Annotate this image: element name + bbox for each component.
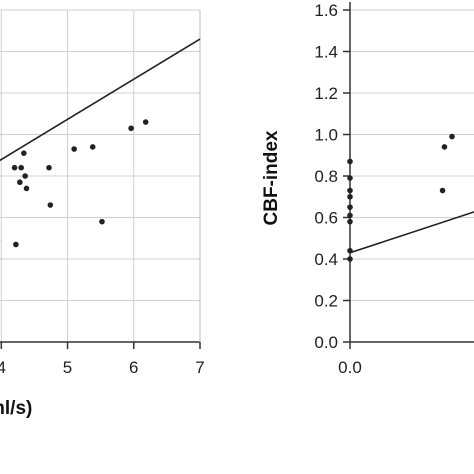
right-y-tick-label: 0.0: [314, 333, 338, 352]
left-data-points: [0, 119, 149, 260]
right-data-point: [347, 212, 353, 219]
left-data-point: [21, 150, 27, 156]
right-data-point: [347, 204, 353, 210]
right-data-point: [449, 133, 455, 140]
right-data-point: [347, 158, 353, 165]
right-y-tick-label: 0.6: [314, 209, 338, 228]
left-x-axis-title: ml/s): [0, 398, 32, 419]
left-scatter-plot: 4 5 6 7 ml/s): [0, 9, 205, 419]
left-x-tick-label: 7: [195, 358, 204, 377]
right-y-tick-label: 1.2: [314, 84, 338, 103]
left-data-point: [47, 202, 54, 208]
right-y-tick-label: 0.8: [314, 167, 338, 186]
right-data-point: [347, 187, 353, 194]
left-data-point: [23, 185, 30, 192]
right-grid: [349, 9, 474, 343]
left-data-point: [11, 164, 18, 171]
left-tick-labels: 4 5 6 7: [0, 358, 205, 377]
left-data-point: [128, 125, 134, 132]
right-data-point: [347, 247, 353, 254]
left-data-point: [99, 218, 105, 225]
left-data-point: [22, 173, 28, 179]
right-data-points: [347, 133, 455, 262]
left-x-tick-label: 6: [129, 358, 138, 377]
right-scatter-plot: 0.00.20.40.60.81.01.21.41.60.00.4 CBF-in…: [261, 1, 474, 377]
right-y-tick-label: 1.0: [314, 126, 338, 145]
right-y-tick-label: 0.2: [314, 292, 338, 311]
right-y-tick-label: 0.4: [314, 250, 338, 269]
right-x-tick-label: 0.0: [338, 358, 362, 377]
left-data-point: [89, 144, 96, 150]
right-regression-line: [349, 211, 474, 254]
left-regression-line: [0, 38, 201, 162]
left-x-tick-label: 5: [63, 358, 72, 377]
left-data-point: [71, 146, 77, 152]
right-data-point: [347, 256, 353, 262]
left-data-point: [17, 179, 23, 186]
left-data-point: [142, 119, 149, 125]
left-grid: [0, 9, 201, 342]
left-data-point: [13, 241, 19, 248]
right-axes: [343, 2, 474, 349]
right-data-point: [347, 218, 353, 225]
right-data-point: [441, 144, 448, 150]
left-data-point: [46, 164, 52, 171]
right-fit-line: [349, 211, 474, 254]
right-y-axis-title: CBF-index: [261, 130, 282, 225]
left-fit-line: [0, 38, 201, 162]
right-data-point: [347, 193, 353, 200]
right-y-tick-label: 1.4: [314, 43, 338, 62]
right-data-point: [347, 175, 353, 181]
left-x-tick-label: 4: [0, 358, 6, 377]
right-data-point: [439, 187, 446, 194]
right-y-tick-label: 1.6: [314, 1, 338, 20]
left-data-point: [18, 164, 24, 171]
right-tick-labels: 0.00.20.40.60.81.01.21.41.60.00.4: [314, 1, 362, 377]
left-axes: [0, 10, 201, 349]
